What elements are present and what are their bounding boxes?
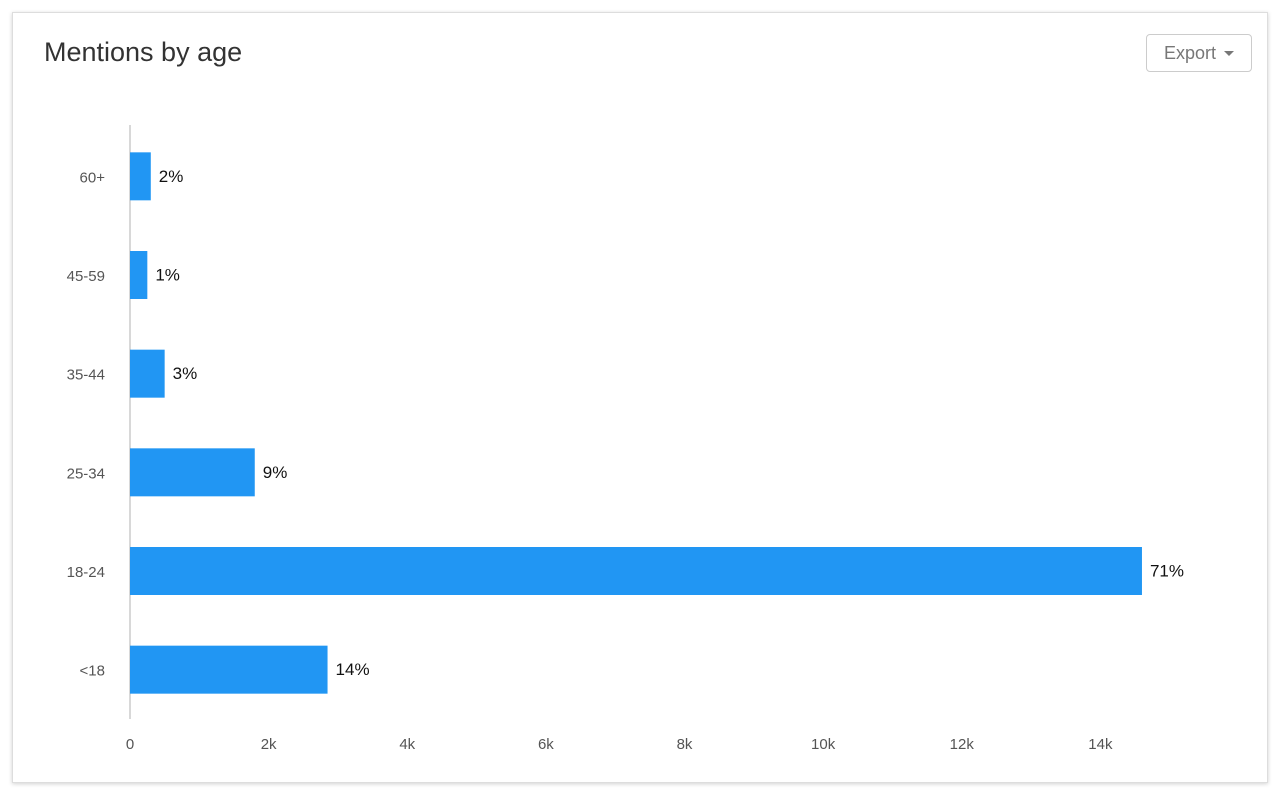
x-tick-label: 6k: [538, 736, 554, 753]
data-label: 1%: [155, 265, 180, 284]
bar: [130, 645, 328, 694]
bar: [130, 349, 165, 398]
data-label: 3%: [173, 364, 198, 383]
y-tick-label: 45-59: [67, 268, 105, 285]
y-tick-label: 18-24: [67, 564, 105, 581]
y-tick-label: 25-34: [67, 465, 105, 482]
export-button[interactable]: Export: [1146, 34, 1252, 72]
bar: [130, 547, 1142, 595]
x-tick-label: 2k: [261, 736, 277, 753]
data-label: 9%: [263, 463, 288, 482]
y-tick-label: 60+: [80, 169, 106, 186]
data-label: 2%: [159, 167, 184, 186]
x-tick-label: 12k: [950, 736, 975, 753]
x-tick-label: 10k: [811, 736, 836, 753]
bar: [130, 152, 151, 201]
y-tick-label: <18: [80, 663, 105, 680]
x-tick-label: 14k: [1088, 736, 1113, 753]
export-label[interactable]: Export: [1163, 42, 1217, 63]
y-tick-label: 35-44: [67, 367, 105, 384]
bar: [130, 251, 148, 299]
caret-icon[interactable]: [1224, 50, 1235, 56]
x-tick-label: 4k: [399, 736, 415, 753]
x-tick-label: 0: [126, 736, 134, 753]
x-tick-label: 8k: [677, 736, 693, 753]
data-label: 14%: [336, 660, 370, 679]
bar: [130, 448, 255, 497]
chart-title: Mentions by age: [44, 37, 243, 67]
data-label: 71%: [1150, 561, 1184, 580]
